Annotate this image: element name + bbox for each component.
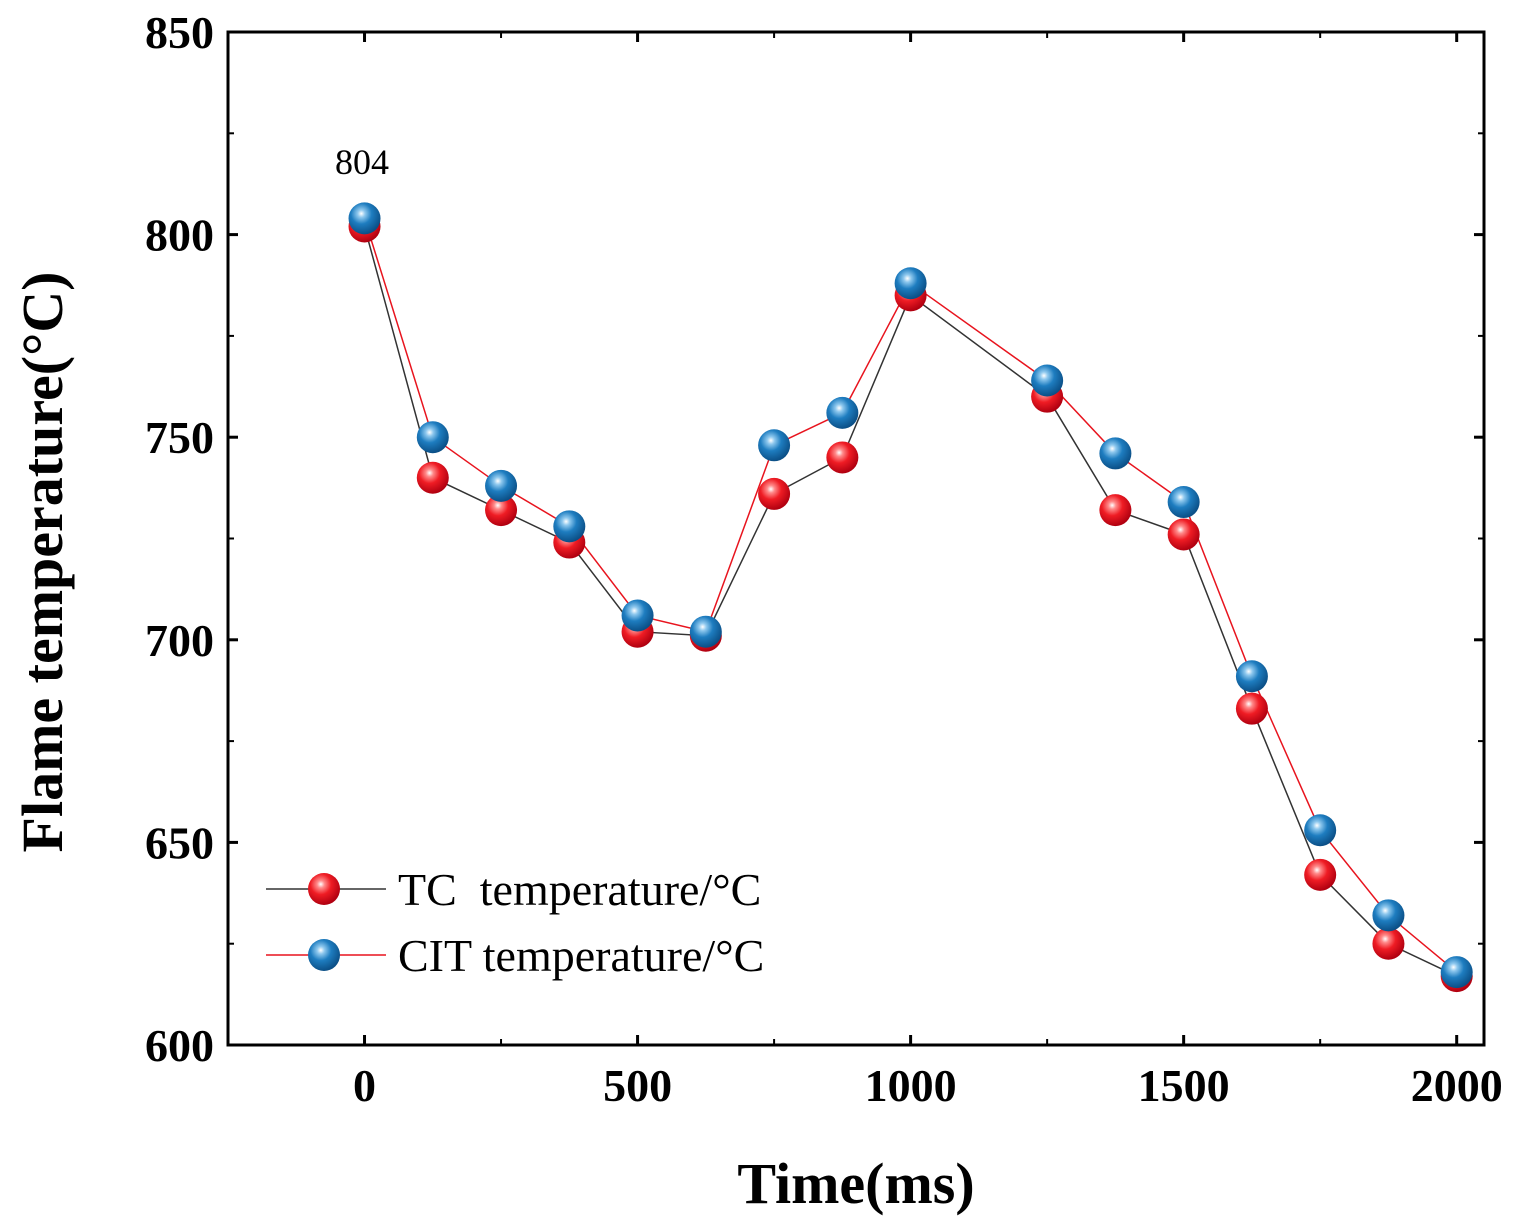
- data-point-tc: [826, 441, 859, 474]
- series-line-tc: [363, 226, 1458, 977]
- data-point-tc: [1167, 518, 1200, 551]
- x-tick-label: 2000: [1411, 1060, 1503, 1111]
- legend-label-cit: CIT temperature/°C: [398, 930, 764, 981]
- data-point-tc: [1304, 858, 1337, 891]
- y-tick-label: 600: [145, 1020, 214, 1071]
- y-tick-label: 700: [145, 615, 214, 666]
- x-tick-label: 500: [603, 1060, 672, 1111]
- data-point-tc: [1235, 692, 1268, 725]
- x-axis-title: Time(ms): [737, 1151, 974, 1216]
- data-point-cit: [1440, 956, 1473, 989]
- series-line-cit: [363, 218, 1458, 973]
- data-point-cit: [894, 267, 927, 300]
- x-tick-label: 0: [353, 1060, 376, 1111]
- legend-marker-cit: [308, 939, 340, 971]
- series-layer: [348, 202, 1473, 993]
- data-point-cit: [826, 396, 859, 429]
- y-tick-label: 850: [145, 7, 214, 58]
- data-point-cit: [1099, 437, 1132, 470]
- data-point-cit: [485, 469, 518, 502]
- data-label-804: 804: [335, 142, 389, 182]
- legend-label-tc: TC temperature/°C: [398, 864, 761, 915]
- y-tick-label: 800: [145, 210, 214, 261]
- data-point-tc: [1372, 927, 1405, 960]
- y-tick-label: 750: [145, 412, 214, 463]
- data-point-tc: [1099, 494, 1132, 527]
- x-tick-label: 1000: [865, 1060, 957, 1111]
- data-point-cit: [348, 202, 381, 235]
- legend: TC temperature/°C CIT temperature/°C: [266, 864, 764, 981]
- x-tick-label: 1500: [1138, 1060, 1230, 1111]
- y-axis-title: Flame temperature(°C): [10, 272, 75, 853]
- data-point-tc: [485, 494, 518, 527]
- data-point-cit: [1372, 899, 1405, 932]
- data-point-cit: [553, 510, 586, 543]
- data-point-cit: [758, 429, 791, 462]
- data-point-cit: [416, 421, 449, 454]
- data-point-cit: [1304, 814, 1337, 847]
- y-tick-label: 650: [145, 817, 214, 868]
- y-axis: 600 650 700 750 800 850: [145, 7, 1484, 1071]
- data-point-cit: [1167, 486, 1200, 519]
- data-point-cit: [621, 599, 654, 632]
- data-point-tc: [758, 477, 791, 510]
- x-axis: 0 500 1000 1500 2000: [227, 32, 1503, 1111]
- data-point-cit: [1235, 660, 1268, 693]
- legend-marker-tc: [308, 873, 340, 905]
- data-point-cit: [689, 615, 722, 648]
- data-point-cit: [1031, 364, 1064, 397]
- data-point-tc: [416, 461, 449, 494]
